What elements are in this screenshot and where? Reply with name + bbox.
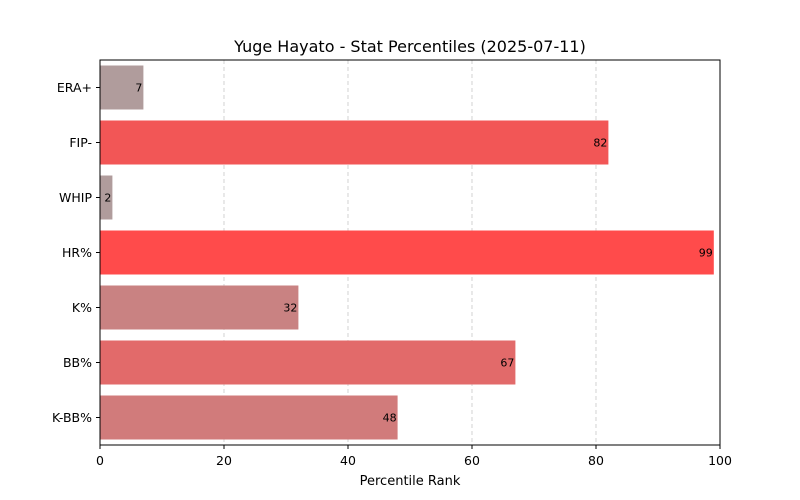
bar	[100, 340, 516, 385]
x-tick-label: 100	[708, 453, 732, 468]
y-tick-label: WHIP	[59, 190, 92, 205]
bars: 7 82 2 99 32 67 48	[100, 65, 714, 440]
x-tick-label: 40	[340, 453, 356, 468]
data-label: 99	[699, 247, 713, 260]
y-tick-label: ERA+	[57, 80, 92, 95]
data-label: 2	[104, 192, 111, 205]
data-label: 7	[135, 82, 142, 95]
x-tick-label: 60	[464, 453, 480, 468]
bar	[100, 395, 398, 440]
y-tick-label: K-BB%	[52, 410, 92, 425]
bar	[100, 230, 714, 275]
y-tick-label: K%	[72, 300, 92, 315]
bar	[100, 285, 299, 330]
bar	[100, 65, 144, 110]
y-tick-label: FIP-	[69, 135, 92, 150]
bar	[100, 120, 609, 165]
bar	[100, 175, 113, 220]
data-label: 48	[383, 412, 397, 425]
data-label: 82	[593, 137, 607, 150]
x-tick-label: 80	[588, 453, 604, 468]
y-tick-label: HR%	[62, 245, 92, 260]
x-axis-label: Percentile Rank	[360, 474, 461, 489]
axes: 0 20 40 60 80 100 ERA+ FIP- WHIP HR% K% BB% K-BB%	[52, 80, 732, 468]
x-tick-label: 20	[216, 453, 232, 468]
data-label: 32	[283, 302, 297, 315]
chart-title: Yuge Hayato - Stat Percentiles (2025-07-…	[233, 37, 586, 56]
x-tick-label: 0	[96, 453, 104, 468]
data-label: 67	[500, 357, 514, 370]
y-tick-label: BB%	[63, 355, 92, 370]
